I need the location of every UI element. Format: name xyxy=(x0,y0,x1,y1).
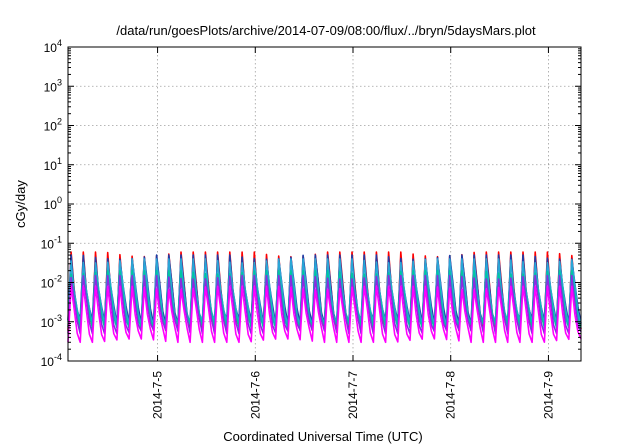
x-tick-label: 2014-7-8 xyxy=(444,371,458,419)
y-tick-label: 102 xyxy=(44,117,62,134)
x-tick-label: 2014-7-7 xyxy=(346,371,360,419)
series-group xyxy=(67,251,582,344)
x-tick-label: 2014-7-9 xyxy=(541,371,555,419)
y-axis-label: cGy/day xyxy=(13,180,28,228)
y-tick-label: 103 xyxy=(44,77,62,94)
y-tick-label: 10-2 xyxy=(41,274,62,291)
chart-title: /data/run/goesPlots/archive/2014-07-09/0… xyxy=(116,23,536,38)
y-tick-label: 10-3 xyxy=(41,313,62,330)
x-tick-label: 2014-7-5 xyxy=(151,371,165,419)
y-tick-label: 100 xyxy=(44,195,62,212)
y-axis: 10-4 10-3 10-2 10-1 100 101 102 103 104 xyxy=(41,38,581,369)
y-tick-label: 101 xyxy=(44,156,62,173)
grid xyxy=(68,47,581,361)
series-line xyxy=(67,285,582,344)
y-tick-label: 104 xyxy=(44,38,62,55)
y-tick-label: 10-1 xyxy=(41,234,62,251)
x-axis-label: Coordinated Universal Time (UTC) xyxy=(223,429,422,444)
x-tick-label: 2014-7-6 xyxy=(248,371,262,419)
x-axis: 2014-7-5 2014-7-6 2014-7-7 2014-7-8 2014-7-9 xyxy=(151,47,555,419)
y-tick-label: 10-4 xyxy=(41,352,62,369)
